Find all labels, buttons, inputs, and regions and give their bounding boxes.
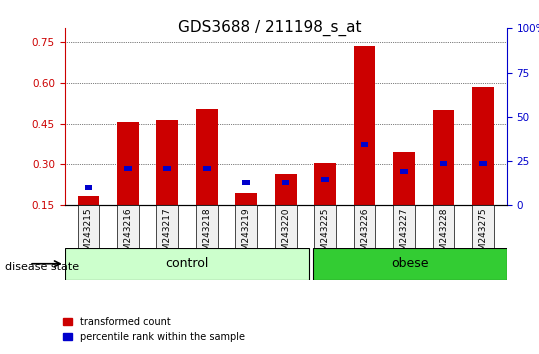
Text: GSM243226: GSM243226 [360, 207, 369, 262]
FancyBboxPatch shape [275, 205, 296, 248]
Text: disease state: disease state [5, 262, 80, 272]
FancyBboxPatch shape [236, 205, 257, 248]
Text: GSM243228: GSM243228 [439, 207, 448, 262]
Text: control: control [165, 257, 209, 270]
Bar [117, 122, 139, 205]
Bar [124, 166, 132, 171]
Bar [440, 161, 447, 166]
Bar [282, 180, 289, 185]
Text: obese: obese [391, 257, 429, 270]
Text: GSM243215: GSM243215 [84, 207, 93, 262]
Text: GDS3688 / 211198_s_at: GDS3688 / 211198_s_at [178, 19, 361, 36]
FancyBboxPatch shape [313, 248, 507, 280]
Bar [243, 180, 250, 185]
Bar [78, 196, 99, 205]
Text: GSM243227: GSM243227 [399, 207, 409, 262]
Bar [361, 142, 368, 147]
Text: GSM243275: GSM243275 [479, 207, 487, 262]
Bar [433, 110, 454, 205]
Bar [85, 185, 92, 190]
FancyBboxPatch shape [196, 205, 218, 248]
Text: GSM243225: GSM243225 [321, 207, 330, 262]
Bar [236, 193, 257, 205]
FancyBboxPatch shape [393, 205, 415, 248]
Bar [314, 163, 336, 205]
FancyBboxPatch shape [433, 205, 454, 248]
Bar [203, 166, 211, 171]
Text: GSM243220: GSM243220 [281, 207, 290, 262]
Text: GSM243216: GSM243216 [123, 207, 132, 262]
FancyBboxPatch shape [472, 205, 494, 248]
FancyBboxPatch shape [78, 205, 99, 248]
Bar [354, 46, 376, 205]
FancyBboxPatch shape [117, 205, 139, 248]
Bar [163, 166, 171, 171]
FancyBboxPatch shape [156, 205, 178, 248]
Bar [275, 174, 296, 205]
Bar [156, 120, 178, 205]
Bar [479, 161, 487, 166]
Bar [393, 152, 415, 205]
Bar [321, 177, 329, 182]
Bar [196, 109, 218, 205]
FancyBboxPatch shape [314, 205, 336, 248]
FancyBboxPatch shape [354, 205, 376, 248]
FancyBboxPatch shape [65, 248, 309, 280]
Bar [472, 87, 494, 205]
Text: GSM243219: GSM243219 [241, 207, 251, 262]
Text: GSM243217: GSM243217 [163, 207, 172, 262]
Text: GSM243218: GSM243218 [202, 207, 211, 262]
Bar [400, 169, 408, 174]
Legend: transformed count, percentile rank within the sample: transformed count, percentile rank withi… [59, 313, 249, 346]
